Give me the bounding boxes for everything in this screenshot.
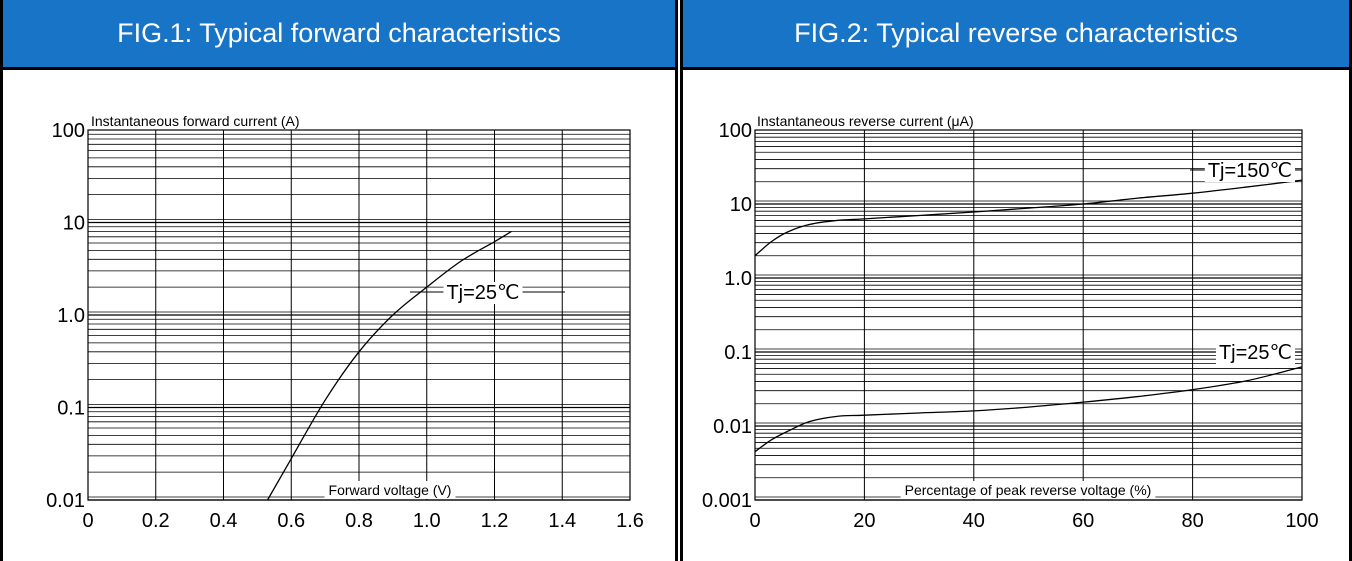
series-line-1 [266, 230, 512, 501]
annotation-label: Tj=150℃ [1208, 160, 1292, 182]
x-tick-label: 1.2 [481, 510, 509, 532]
x-tick-label: 1.6 [616, 510, 644, 532]
annotation-label: Tj=25℃ [1219, 342, 1292, 364]
annotation-bg [443, 282, 523, 304]
panel-fig2: FIG.2: Typical reverse characteristics [680, 0, 1352, 561]
x-tick-label: 0 [749, 510, 760, 532]
y-tick-label: 10 [63, 213, 85, 235]
y-axis-label: Instantaneous forward current (A) [91, 113, 300, 129]
fig1-title: FIG.1: Typical forward characteristics [3, 0, 675, 70]
fig2-title: FIG.2: Typical reverse characteristics [683, 0, 1349, 70]
x-tick-label: 0.4 [210, 510, 238, 532]
y-tick-label: 0.01 [46, 490, 85, 512]
x-tick-label: 60 [1072, 510, 1094, 532]
series-line-2 [754, 366, 1303, 453]
y-tick-label: 1.0 [57, 305, 85, 327]
annotation-label: Tj=25℃ [446, 282, 519, 304]
plot-frame [87, 129, 631, 501]
x-tick-label: 1.0 [413, 510, 441, 532]
x-axis-label: Forward voltage (V) [329, 482, 452, 498]
x-tick-label: 100 [1285, 510, 1318, 532]
annotation-bg [1215, 342, 1295, 364]
y-tick-label: 1.0 [724, 268, 752, 290]
y-tick-label: 100 [719, 120, 752, 142]
y-tick-label: 0.1 [57, 398, 85, 420]
x-axis-label-bg [324, 481, 456, 499]
chart-1: 0 0.2 0.4 0.6 0.8 1.0 1.2 1.4 1.6 0.01 0.1 1.0 10 100… [46, 113, 644, 532]
x-axis-label: Percentage of peak reverse voltage (%) [905, 482, 1152, 498]
x-tick-label: 1.4 [548, 510, 576, 532]
y-tick-label: 0.001 [702, 490, 752, 512]
x-tick-label: 0.8 [345, 510, 373, 532]
y-tick-label: 0.1 [724, 342, 752, 364]
x-tick-label: 80 [1181, 510, 1203, 532]
x-axis-label-bg [900, 481, 1156, 499]
x-tick-label: 0.2 [142, 510, 170, 532]
y-tick-label: 100 [52, 120, 85, 142]
panel-fig1: FIG.1: Typical forward characteristics [0, 0, 678, 561]
series-line-1 [754, 179, 1303, 257]
x-tick-label: 0.6 [277, 510, 305, 532]
y-axis-label: Instantaneous reverse current (μA) [757, 113, 974, 129]
x-tick-label: 0 [82, 510, 93, 532]
x-tick-label: 40 [963, 510, 985, 532]
chart-2: 0 20 40 60 80 100 0.001 0.01 0.1 1.0 10 100 Instanta… [702, 113, 1319, 532]
annotation-bg [1204, 160, 1295, 182]
plot-frame [754, 129, 1303, 501]
y-tick-label: 10 [730, 194, 752, 216]
x-tick-label: 20 [853, 510, 875, 532]
y-tick-label: 0.01 [713, 416, 752, 438]
